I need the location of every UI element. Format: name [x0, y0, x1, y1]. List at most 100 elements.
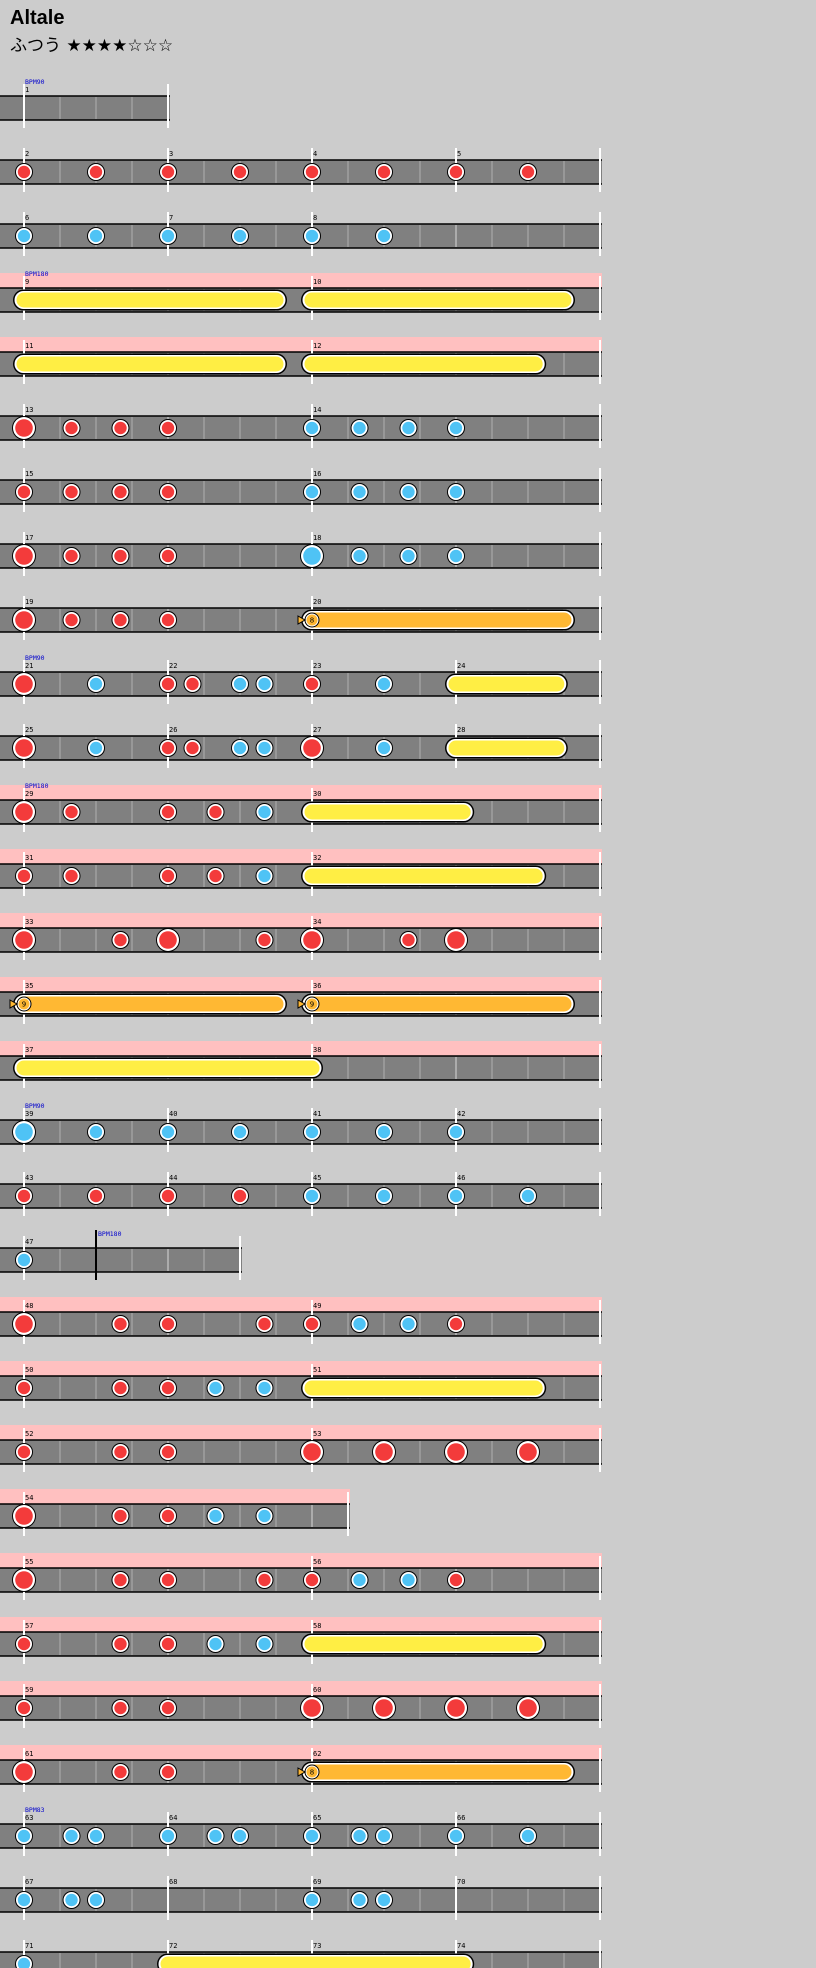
- measure-number: 12: [313, 342, 321, 350]
- don-note: [258, 1317, 271, 1331]
- measure-number: 73: [313, 1942, 321, 1950]
- difficulty-line: ふつう ★★★★☆☆☆: [10, 35, 173, 57]
- gogo-band: [0, 337, 602, 353]
- gogo-band: [0, 1745, 602, 1761]
- measure-number: 8: [313, 214, 317, 222]
- ka-note: [209, 1637, 222, 1651]
- don-note: [161, 165, 175, 179]
- measure-number: 72: [169, 1942, 177, 1950]
- don-note: [89, 165, 103, 179]
- big-don-note: [15, 803, 33, 821]
- measure-number: 10: [313, 278, 321, 286]
- lane: [0, 480, 602, 504]
- score-row: 35 36 9 9: [0, 977, 602, 1024]
- measure-number: 55: [25, 1558, 33, 1566]
- lane: [0, 416, 602, 440]
- big-don-note: [15, 931, 33, 949]
- balloon-body: [304, 612, 572, 628]
- balloon-count: 9: [310, 1001, 314, 1009]
- measure-number: 59: [25, 1686, 33, 1694]
- gogo-band: [0, 1297, 602, 1313]
- ka-note: [209, 1829, 222, 1843]
- measure-number: 60: [313, 1686, 321, 1694]
- measure-number: 29: [25, 790, 33, 798]
- don-note: [402, 933, 415, 947]
- measure-number: 14: [313, 406, 321, 414]
- drumroll-body: [304, 1636, 543, 1652]
- gogo-band: [0, 1617, 602, 1633]
- ka-note: [209, 1381, 222, 1395]
- don-note: [233, 165, 247, 179]
- ka-note: [65, 1893, 78, 1907]
- bpm-marker: BPM180: [25, 782, 49, 790]
- lane: [0, 1312, 602, 1336]
- score-row: 43 44 45 46: [0, 1172, 602, 1216]
- gogo-band: [0, 1361, 602, 1377]
- score-row: 54: [0, 1489, 350, 1536]
- measure-number: 4: [313, 150, 317, 158]
- ka-note: [161, 229, 175, 243]
- don-note: [65, 549, 78, 563]
- ka-note: [377, 229, 391, 243]
- ka-note: [233, 229, 247, 243]
- ka-note: [305, 1125, 319, 1139]
- score-row: 13 14: [0, 404, 602, 448]
- ka-note: [449, 485, 463, 499]
- measure-number: 61: [25, 1750, 33, 1758]
- measure-number: 47: [25, 1238, 33, 1246]
- measure-number: 44: [169, 1174, 177, 1182]
- ka-note: [377, 741, 391, 755]
- measure-number: 9: [25, 278, 29, 286]
- don-note: [65, 485, 78, 499]
- big-don-note: [303, 931, 321, 949]
- big-don-note: [15, 675, 33, 693]
- ka-note: [233, 1829, 247, 1843]
- ka-note: [258, 805, 271, 819]
- big-don-note: [15, 419, 33, 437]
- balloon-body: [304, 996, 572, 1012]
- big-don-note: [15, 1571, 33, 1589]
- big-don-note: [303, 739, 321, 757]
- score-row: 17 18: [0, 532, 602, 576]
- lane: [0, 96, 170, 120]
- ka-note: [65, 1829, 78, 1843]
- measure-number: 69: [313, 1878, 321, 1886]
- ka-note: [258, 741, 271, 755]
- ka-note: [402, 1573, 415, 1587]
- balloon-count: 8: [310, 617, 314, 625]
- measure-number: 36: [313, 982, 321, 990]
- big-ka-note: [15, 1123, 33, 1141]
- big-don-note: [15, 1315, 33, 1333]
- ka-note: [233, 741, 247, 755]
- don-note: [17, 1189, 31, 1203]
- ka-note: [377, 677, 391, 691]
- gogo-band: [0, 977, 602, 993]
- ka-note: [161, 1125, 175, 1139]
- measure-number: 65: [313, 1814, 321, 1822]
- don-note: [305, 677, 319, 691]
- don-note: [114, 1701, 127, 1715]
- measure-number: 31: [25, 854, 33, 862]
- big-don-note: [375, 1699, 393, 1717]
- measure-number: 39: [25, 1110, 33, 1118]
- don-note: [161, 741, 175, 755]
- don-note: [161, 613, 175, 627]
- don-note: [114, 421, 127, 435]
- ka-note: [353, 549, 366, 563]
- gogo-band: [0, 1681, 602, 1697]
- measure-number: 62: [313, 1750, 321, 1758]
- measure-number: 48: [25, 1302, 33, 1310]
- ka-note: [305, 485, 319, 499]
- ka-note: [89, 1893, 103, 1907]
- ka-note: [449, 549, 463, 563]
- balloon-tail: [297, 999, 307, 1009]
- drumroll-body: [16, 1060, 320, 1076]
- don-note: [114, 1573, 127, 1587]
- ka-note: [89, 229, 103, 243]
- bpm-marker: BPM180: [25, 270, 49, 278]
- drumroll-body: [448, 740, 565, 756]
- big-don-note: [15, 611, 33, 629]
- ka-note: [161, 1829, 175, 1843]
- measure-number: 52: [25, 1430, 33, 1438]
